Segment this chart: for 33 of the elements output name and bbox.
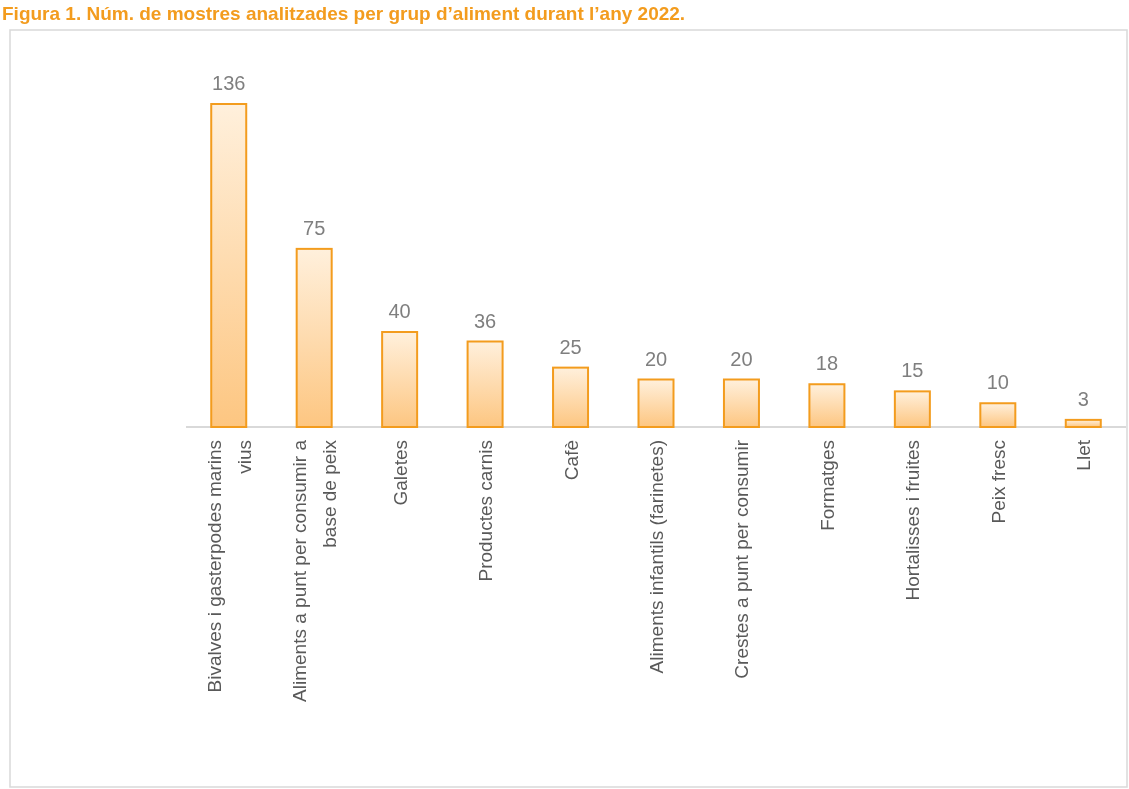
bar (552, 366, 590, 428)
data-label: 20 (644, 347, 668, 370)
x-tick-label: Peix fresc (987, 440, 1009, 524)
data-label: 75 (303, 216, 326, 239)
x-tick-label: Formatges (816, 440, 838, 531)
bar (808, 383, 846, 428)
data-label: 18 (815, 352, 839, 375)
bar (637, 378, 675, 428)
x-tick-label: Bivalves i gasterpodes marins vius (203, 440, 255, 693)
bar (979, 402, 1017, 428)
bar (466, 340, 504, 428)
data-label: 25 (559, 335, 582, 358)
data-label: 36 (473, 309, 497, 332)
data-label: 15 (901, 359, 924, 382)
data-label: 136 (212, 72, 246, 94)
data-label: 10 (986, 371, 1009, 394)
x-tick-label: Galetes (389, 440, 411, 506)
bar (893, 390, 931, 428)
bar (210, 103, 248, 428)
x-tick-label: Aliments infantils (farinetes) (646, 440, 667, 674)
data-label: 40 (388, 300, 411, 322)
x-tick-label: Hortalisses i fruites (902, 440, 924, 601)
bar (722, 378, 760, 428)
bar (381, 331, 419, 428)
chart-title: Figura 1. Núm. de mostres analitzades per grup d’aliment durant l’any 2022. (2, 3, 686, 24)
x-tick-label: Crestes a punt per consumir (731, 439, 753, 679)
data-label: 3 (1077, 387, 1089, 410)
data-label: 20 (730, 347, 753, 370)
x-tick-label: Cafè (560, 440, 582, 481)
x-tick-label: Productes carnis (475, 440, 497, 582)
x-tick-label: Llet (1073, 439, 1095, 471)
bar (1064, 418, 1102, 428)
bar (295, 247, 333, 428)
